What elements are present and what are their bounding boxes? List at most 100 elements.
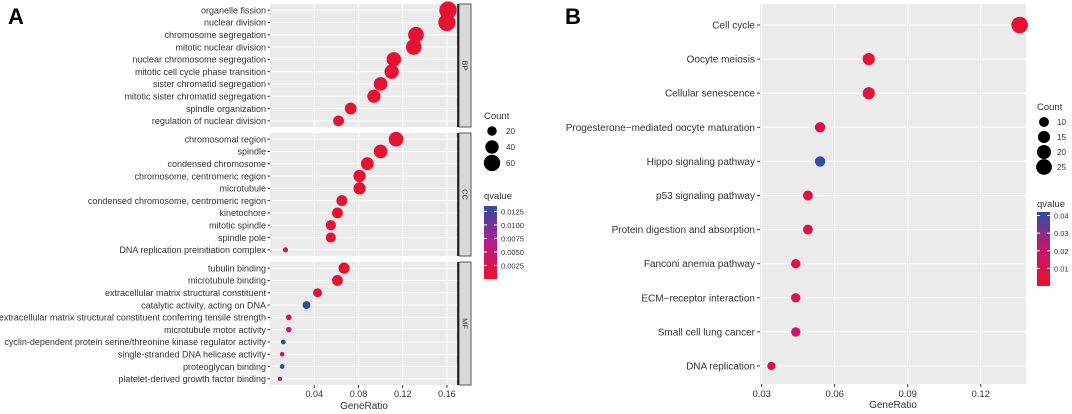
dot-condensed-chromosome-centromeric-region bbox=[336, 195, 348, 207]
term-label-sister-chromatid-segregation: sister chromatid segregation bbox=[153, 79, 266, 89]
facet-bp: organelle fission nuclear division chromos… bbox=[124, 1, 472, 128]
term-label-chromosome-centromeric-region: chromosome, centromeric region bbox=[134, 171, 266, 181]
dot-nuclear-chromosome-segregation bbox=[386, 52, 402, 67]
dot-cellular-senescence bbox=[862, 87, 875, 100]
dot-proteoglycan-binding bbox=[279, 364, 285, 369]
dot-hippo-signaling-pathway bbox=[814, 156, 826, 167]
term-label-proteoglycan-binding: proteoglycan binding bbox=[183, 362, 266, 372]
dot-chromosome-segregation bbox=[408, 26, 424, 43]
dot-regulation-of-nuclear-division bbox=[333, 115, 344, 127]
dot-fanconi-anemia-pathway bbox=[791, 258, 801, 269]
term-label-microtubule: microtubule bbox=[219, 184, 266, 194]
x-tick-label: 0.04 bbox=[305, 389, 323, 399]
term-label-small-cell-lung-cancer: Small cell lung cancer bbox=[658, 327, 756, 338]
facet-strip-label: CC bbox=[461, 189, 470, 200]
legend-count-dot bbox=[1037, 130, 1051, 144]
term-label-mitotic-spindle: mitotic spindle bbox=[209, 220, 266, 230]
term-label-nuclear-division: nuclear division bbox=[204, 18, 266, 28]
x-tick-label: 0.16 bbox=[438, 389, 456, 399]
facet-mf: tubulin binding microtubule binding extrac… bbox=[0, 261, 472, 386]
dot-dna-replication bbox=[767, 361, 776, 371]
legend-count-label: 60 bbox=[506, 159, 515, 168]
dot-catalytic-activity-acting-on-dna bbox=[302, 301, 311, 310]
dot-mitotic-cell-cycle-phase-transition bbox=[384, 64, 399, 79]
dot-oocyte-meiosis bbox=[862, 53, 875, 66]
x-tick-label: 0.08 bbox=[350, 389, 368, 399]
legend-count: Count 10 15 20 25 bbox=[1036, 102, 1066, 175]
term-label-spindle-organization: spindle organization bbox=[186, 104, 266, 114]
dot-ecm-receptor-interaction bbox=[791, 293, 801, 303]
term-label-extracellular-matrix-structural-constituent: extracellular matrix structural constitu… bbox=[105, 288, 267, 298]
term-label-mitotic-nuclear-division: mitotic nuclear division bbox=[175, 42, 266, 52]
legend-qvalue-label: 0.01 bbox=[1054, 264, 1069, 273]
dot-cell-cycle bbox=[1011, 16, 1028, 34]
term-label-regulation-of-nuclear-division: regulation of nuclear division bbox=[152, 116, 266, 126]
legend-count-dot bbox=[1036, 144, 1052, 160]
x-tick-label: 0.12 bbox=[394, 389, 412, 399]
facet-strip bbox=[458, 261, 472, 386]
panel-label-b: B bbox=[565, 4, 581, 29]
dot-spindle bbox=[373, 144, 388, 159]
term-label-condensed-chromosome: condensed chromosome bbox=[167, 159, 266, 169]
term-label-ecm-receptor-interaction: ECM−receptor interaction bbox=[641, 293, 755, 304]
dot-condensed-chromosome bbox=[360, 157, 374, 171]
facet-strip-label: BP bbox=[461, 60, 470, 70]
facet-background bbox=[270, 4, 458, 127]
term-label-dna-replication-preinitiation-complex: DNA replication preinitiation complex bbox=[119, 245, 266, 255]
term-label-progesterone-mediated-oocyte-maturation: Progesterone−mediated oocyte maturation bbox=[566, 123, 755, 134]
term-label-mitotic-cell-cycle-phase-transition: mitotic cell cycle phase transition bbox=[135, 67, 266, 77]
legend-count-label: 40 bbox=[506, 143, 515, 152]
term-label-p53-signaling-pathway: p53 signaling pathway bbox=[656, 191, 755, 202]
legend-count-title: Count bbox=[1037, 102, 1063, 113]
dot-mitotic-nuclear-division bbox=[405, 39, 422, 55]
legend-count-label: 15 bbox=[1057, 133, 1066, 142]
legend-count-label: 10 bbox=[1057, 118, 1066, 127]
legend-qvalue: qvalue 0.0125 0.0100 0.0075 0.0050 0.0025 bbox=[484, 191, 524, 279]
legend-count-dot bbox=[485, 140, 499, 154]
legend-count-label: 20 bbox=[1057, 148, 1066, 157]
term-label-oocyte-meiosis: Oocyte meiosis bbox=[687, 55, 755, 66]
panel-b-kegg-dotplot: Cell cycle Oocyte meiosis Cellular senesce… bbox=[566, 4, 1069, 411]
term-label-kinetochore: kinetochore bbox=[219, 208, 266, 218]
x-tick-label: 0.12 bbox=[971, 389, 990, 400]
legend-qvalue-title: qvalue bbox=[484, 191, 512, 202]
plot-background bbox=[760, 4, 1026, 384]
x-tick-label: 0.09 bbox=[898, 389, 917, 400]
legend-qvalue-label: 0.0050 bbox=[501, 248, 524, 257]
term-label-nuclear-chromosome-segregation: nuclear chromosome segregation bbox=[132, 55, 266, 65]
legend-count-title: Count bbox=[484, 111, 510, 122]
facet-cc: chromosomal region spindle condensed chrom… bbox=[88, 131, 472, 257]
facet-strip bbox=[458, 132, 472, 257]
term-label-microtubule-binding: microtubule binding bbox=[188, 276, 266, 286]
legend-qvalue-label: 0.0075 bbox=[501, 234, 524, 243]
dot-nuclear-division bbox=[438, 13, 456, 32]
legend-count-label: 25 bbox=[1057, 163, 1066, 172]
dot-extracellular-matrix-structural-constituent-conferring-tensile-strength bbox=[285, 314, 292, 321]
legend-qvalue-label: 0.03 bbox=[1054, 229, 1069, 238]
dot-platelet-derived-growth-factor-binding bbox=[277, 376, 283, 381]
legend-count-dot bbox=[483, 154, 501, 172]
dot-tubulin-binding bbox=[338, 262, 350, 274]
legend-qvalue-label: 0.0125 bbox=[501, 207, 524, 216]
dot-spindle-pole bbox=[325, 232, 336, 243]
x-axis-title: GeneRatio bbox=[869, 400, 917, 411]
legend-qvalue-colorbar bbox=[1037, 212, 1050, 286]
facet-background bbox=[270, 262, 458, 385]
legend-qvalue-colorbar bbox=[484, 206, 497, 279]
term-label-microtubule-motor-activity: microtubule motor activity bbox=[164, 325, 267, 335]
term-label-tubulin-binding: tubulin binding bbox=[208, 263, 266, 273]
dot-single-stranded-dna-helicase-activity bbox=[279, 351, 285, 357]
legend-count-dot bbox=[487, 126, 497, 136]
term-label-hippo-signaling-pathway: Hippo signaling pathway bbox=[647, 157, 755, 168]
term-label-fanconi-anemia-pathway: Fanconi anemia pathway bbox=[644, 259, 755, 270]
term-label-cyclin-dependent-protein-serine-threonine-kinase-regulator-activity: cyclin-dependent protein serine/threonin… bbox=[4, 337, 266, 347]
legend-count-dot bbox=[1036, 159, 1052, 175]
term-label-chromosomal-region: chromosomal region bbox=[184, 134, 266, 144]
term-label-mitotic-sister-chromatid-segregation: mitotic sister chromatid segregation bbox=[124, 91, 266, 101]
term-label-spindle-pole: spindle pole bbox=[218, 233, 266, 243]
legend-qvalue-label: 0.02 bbox=[1054, 247, 1069, 256]
x-axis-title: GeneRatio bbox=[340, 401, 388, 412]
term-label-platelet-derived-growth-factor-binding: platelet-derived growth factor binding bbox=[118, 374, 266, 384]
term-label-single-stranded-dna-helicase-activity: single-stranded DNA helicase activity bbox=[118, 349, 267, 359]
facet-strip-label: MF bbox=[461, 318, 470, 329]
